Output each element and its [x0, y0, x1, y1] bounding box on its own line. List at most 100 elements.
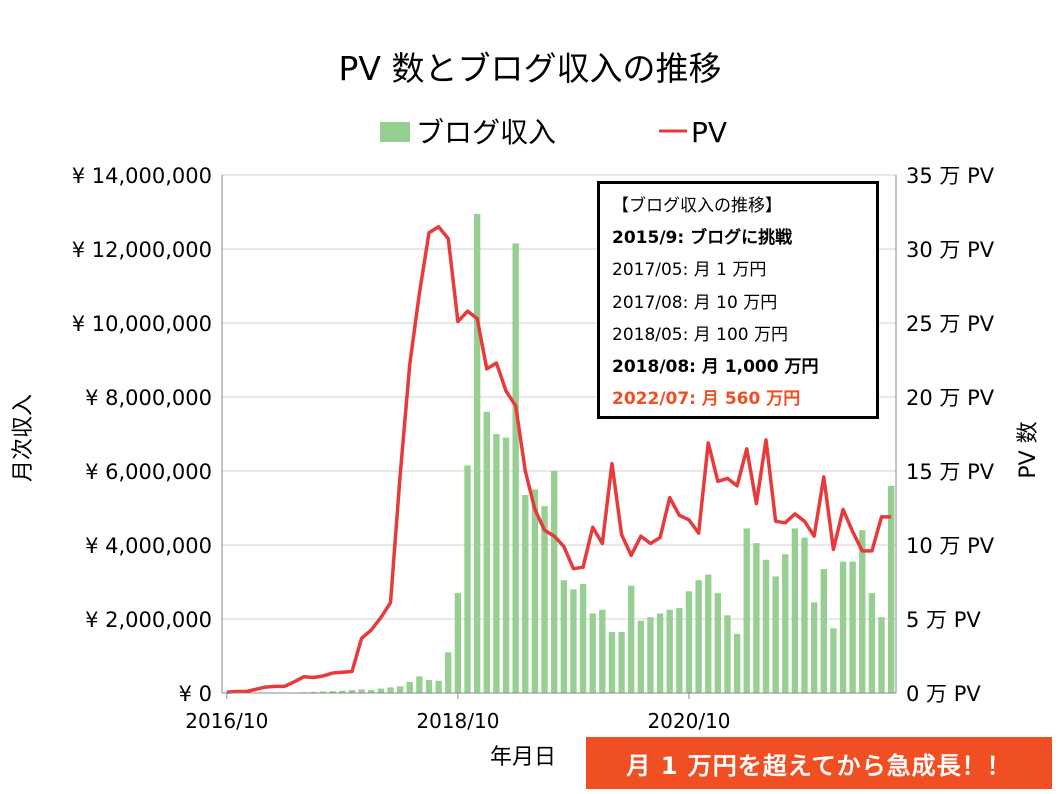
- bar-income: [810, 602, 818, 693]
- bar-income: [830, 628, 837, 693]
- bar-income: [599, 609, 606, 693]
- bar-income: [368, 690, 375, 693]
- bar-income: [348, 690, 356, 693]
- annotation-line: 2017/08: 月 10 万円: [612, 292, 778, 313]
- x-axis-title: 年月日: [490, 745, 556, 770]
- y-axis-right-ticks: 0 万 PV 5 万 PV 10 万 PV 15 万 PV 20 万 PV 25 万 PV…: [906, 164, 995, 706]
- bar-income: [762, 559, 770, 693]
- bar-income: [743, 528, 750, 693]
- chart-title: PV 数とブログ収入の推移: [339, 49, 722, 88]
- x-tick-label: 2020/10: [647, 709, 730, 733]
- annotation-line: 2018/08: 月 1,000 万円: [612, 357, 819, 378]
- bar-income: [791, 528, 799, 693]
- bar-income: [676, 607, 683, 693]
- y-right-tick-label: 30 万 PV: [906, 238, 995, 262]
- bar-income: [387, 687, 394, 693]
- pv-line: [226, 225, 892, 695]
- y-right-tick-label: 35 万 PV: [906, 164, 995, 188]
- bar-income: [859, 530, 866, 693]
- bar-income: [839, 561, 847, 693]
- y-axis-left-title: 月次収入: [11, 394, 36, 482]
- bar-income: [406, 681, 413, 693]
- bar-income: [878, 617, 885, 693]
- legend-swatch-income: [380, 122, 410, 142]
- bar-income: [570, 589, 577, 693]
- bar-income: [339, 690, 346, 693]
- bar-income: [733, 633, 741, 693]
- y-left-tick-label: ¥ 14,000,000: [72, 164, 212, 188]
- bar-income: [493, 434, 500, 693]
- x-axis-ticks: 2016/10 2018/10 2020/10: [185, 693, 731, 733]
- y-right-tick-label: 15 万 PV: [906, 460, 995, 484]
- bar-income: [647, 617, 654, 693]
- bar-income: [551, 471, 558, 693]
- bar-income: [695, 580, 702, 693]
- bar-income: [512, 243, 519, 693]
- bar-income: [522, 495, 529, 693]
- bar-income: [656, 613, 664, 693]
- bar-income: [714, 593, 722, 693]
- annotation-box: 【ブログ収入の推移】 2015/9: ブログに挑戦 2017/05: 月 1 万…: [597, 181, 879, 419]
- y-right-tick-label: 5 万 PV: [906, 608, 981, 632]
- bar-income: [454, 593, 462, 693]
- y-axis-left-ticks: ¥ 0 ¥ 2,000,000 ¥ 4,000,000 ¥ 6,000,000 ¥ 8,…: [72, 164, 212, 706]
- y-axis-right-title: PV 数: [1016, 421, 1041, 478]
- bar-income: [753, 543, 760, 693]
- bar-income: [820, 569, 827, 693]
- bar-income: [782, 554, 789, 693]
- y-right-tick-label: 20 万 PV: [906, 386, 995, 410]
- y-left-tick-label: ¥ 0: [179, 682, 212, 706]
- bar-income: [483, 411, 490, 693]
- annotation-line: 2017/05: 月 1 万円: [612, 260, 767, 281]
- y-right-tick-label: 10 万 PV: [906, 534, 995, 558]
- x-tick-label: 2018/10: [416, 709, 499, 733]
- bar-income: [637, 620, 645, 693]
- bar-income: [724, 615, 731, 693]
- line-series-pv: [226, 225, 892, 695]
- bar-income: [705, 574, 712, 693]
- growth-banner: 月 1 万円を超えてから急成長！！: [586, 737, 1052, 789]
- bar-income: [425, 680, 433, 693]
- annotation-heading: 【ブログ収入の推移】: [612, 196, 782, 216]
- bar-income: [801, 537, 808, 693]
- y-right-tick-label: 25 万 PV: [906, 312, 995, 336]
- bar-income: [618, 631, 625, 693]
- bar-income: [666, 609, 673, 693]
- bar-income: [589, 613, 596, 693]
- bar-income: [541, 506, 548, 693]
- y-left-tick-label: ¥ 8,000,000: [85, 386, 212, 410]
- bar-income: [849, 561, 856, 693]
- bar-income: [445, 652, 452, 693]
- bar-income: [396, 686, 404, 693]
- bar-income: [435, 680, 442, 693]
- bar-income: [502, 437, 510, 693]
- bar-series-income: [291, 213, 895, 693]
- bar-income: [473, 213, 481, 693]
- annotation-line: 2015/9: ブログに挑戦: [612, 228, 793, 249]
- annotation-line: 2018/05: 月 100 万円: [612, 324, 789, 345]
- y-left-tick-label: ¥ 4,000,000: [85, 534, 212, 558]
- y-left-tick-label: ¥ 2,000,000: [85, 608, 212, 632]
- y-right-tick-label: 0 万 PV: [906, 682, 981, 706]
- bar-income: [358, 689, 365, 693]
- bar-income: [560, 580, 567, 693]
- bar-income: [628, 585, 635, 693]
- bar-income: [685, 591, 693, 693]
- axes: [221, 175, 897, 694]
- y-left-tick-label: ¥ 12,000,000: [72, 238, 212, 262]
- bar-income: [888, 485, 895, 693]
- bar-income: [464, 465, 471, 693]
- bar-income: [377, 688, 385, 693]
- legend-label-pv: PV: [691, 116, 727, 149]
- bar-income: [329, 691, 336, 693]
- legend: ブログ収入 PV: [380, 116, 727, 149]
- bar-income: [772, 576, 779, 693]
- bar-income: [608, 631, 616, 693]
- bar-income: [416, 676, 423, 693]
- bar-income: [310, 691, 317, 693]
- bar-income: [531, 489, 539, 693]
- x-tick-label: 2016/10: [185, 709, 268, 733]
- bar-income: [319, 691, 327, 693]
- annotation-line-highlight: 2022/07: 月 560 万円: [612, 389, 801, 410]
